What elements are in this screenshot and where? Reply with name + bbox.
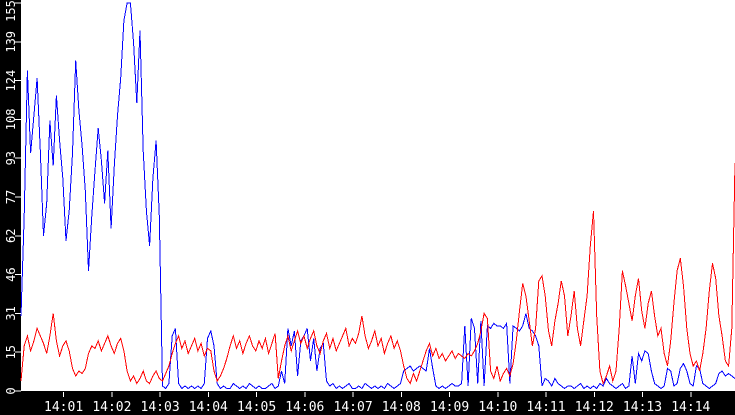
y-tick-label: 155	[4, 0, 18, 22]
y-axis-labels: 0 15 31 46 62 77 93 108 124 139 155	[4, 0, 18, 394]
y-tick-label: 124	[4, 70, 18, 92]
y-tick-label: 62	[4, 229, 18, 243]
y-tick-label: 31	[4, 306, 18, 320]
y-tick-label: 77	[4, 190, 18, 204]
x-tick-label: 14:08	[382, 400, 421, 415]
y-tick-label: 46	[4, 267, 18, 281]
x-tick-label: 14:06	[285, 400, 324, 415]
x-tick-label: 14:05	[237, 400, 276, 415]
y-tick-label: 93	[4, 151, 18, 165]
x-tick-label: 14:11	[526, 400, 565, 415]
x-tick-label: 14:07	[334, 400, 373, 415]
y-axis-ticks	[15, 2, 21, 392]
series-blue-line	[20, 2, 735, 390]
x-tick-label: 14:02	[92, 400, 131, 415]
y-tick-label: 15	[4, 345, 18, 359]
series-red-line	[20, 163, 735, 386]
x-tick-label: 14:01	[44, 400, 83, 415]
x-tick-label: 14:04	[189, 400, 228, 415]
x-tick-label: 14:09	[430, 400, 469, 415]
plot-area	[21, 0, 735, 391]
x-axis-ticks	[63, 392, 692, 397]
x-axis-labels: 14:01 14:02 14:03 14:04 14:05 14:06 14:07 14:08…	[44, 400, 711, 415]
y-tick-label: 139	[4, 31, 18, 53]
x-tick-label: 14:10	[478, 400, 517, 415]
x-tick-label: 14:14	[671, 400, 710, 415]
y-tick-label: 0	[4, 387, 18, 394]
x-tick-label: 14:13	[623, 400, 662, 415]
y-tick-label: 108	[4, 109, 18, 131]
x-tick-label: 14:12	[575, 400, 614, 415]
x-tick-label: 14:03	[141, 400, 180, 415]
